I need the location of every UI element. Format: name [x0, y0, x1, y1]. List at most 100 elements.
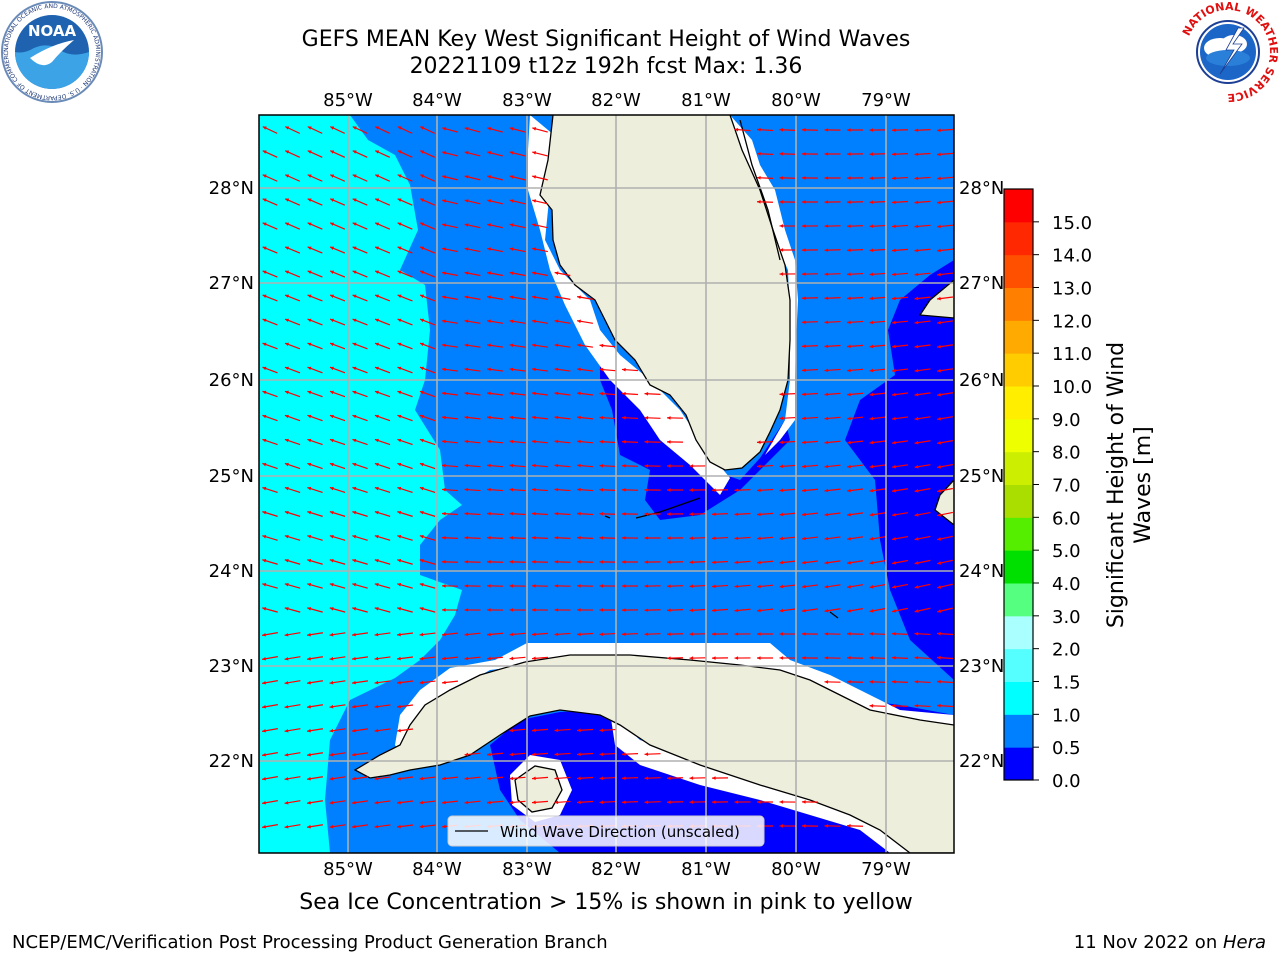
wave-arrow	[891, 368, 909, 373]
wave-arrow	[914, 224, 931, 229]
lat-label: 28°N	[209, 178, 254, 199]
wave-arrow	[486, 800, 504, 805]
wave-arrow	[329, 776, 346, 781]
wave-arrow	[374, 294, 391, 302]
wave-arrow	[284, 559, 301, 565]
wave-arrow	[869, 368, 886, 373]
wave-arrow	[374, 680, 391, 685]
colorbar-tick-label: 9.0	[1052, 410, 1081, 431]
wave-arrow	[329, 632, 346, 637]
wave-arrow	[486, 391, 504, 396]
wave-arrow	[374, 342, 391, 350]
wave-arrow	[846, 128, 864, 132]
coast-mask-florida-east	[730, 115, 798, 455]
wave-arrow	[734, 127, 751, 132]
wave-arrow	[397, 559, 413, 565]
lon-label: 83°W	[502, 859, 552, 880]
wave-arrow	[554, 415, 571, 420]
wave-arrow	[397, 486, 413, 494]
wave-arrow	[779, 560, 796, 565]
wave-arrow	[441, 680, 459, 685]
colorbar-segment	[1004, 681, 1033, 715]
wave-arrow	[914, 488, 931, 493]
lat-label: 25°N	[959, 466, 1004, 487]
lon-label: 82°W	[591, 859, 641, 880]
lat-label: 27°N	[209, 273, 254, 294]
wave-arrow	[419, 198, 436, 206]
wave-arrow	[419, 534, 436, 541]
wave-arrow	[621, 608, 639, 612]
colorbar-segment	[1004, 714, 1033, 748]
wave-arrow	[329, 150, 346, 158]
wave-arrow	[937, 559, 953, 565]
wave-arrow	[936, 703, 954, 708]
wave-arrow	[554, 584, 571, 588]
wave-arrow	[846, 392, 864, 397]
wave-arrow	[352, 366, 368, 374]
map-frame	[258, 114, 955, 854]
wave-arrow	[307, 126, 323, 134]
wave-arrow	[937, 392, 953, 397]
wave-arrow	[509, 487, 526, 492]
wave-arrow	[351, 632, 369, 637]
wave-arrow	[464, 415, 481, 420]
wave-arrow	[486, 367, 504, 372]
run-host: Hera	[1222, 932, 1266, 953]
wave-arrow	[329, 824, 346, 829]
wave-arrow	[824, 416, 841, 421]
wave-arrow	[666, 632, 684, 636]
lon-label: 80°W	[771, 90, 821, 111]
wave-arrow	[914, 272, 931, 277]
wave-arrow	[869, 704, 886, 708]
colorbar-segment	[1004, 320, 1033, 354]
wave-arrow	[329, 462, 346, 470]
wave-arrow	[262, 583, 278, 589]
wave-arrow	[509, 632, 526, 637]
wave-arrow	[486, 535, 504, 540]
wave-arrow	[869, 512, 886, 517]
wave-arrow	[666, 608, 684, 613]
wave-arrow	[396, 656, 414, 661]
wave-arrow	[329, 680, 346, 685]
lon-label: 82°W	[591, 90, 641, 111]
wave-arrow	[262, 607, 278, 613]
wave-arrow	[352, 607, 368, 613]
wave-arrow	[937, 416, 953, 421]
wave-arrow	[801, 296, 819, 300]
wave-arrow	[374, 534, 391, 541]
wave-arrow	[689, 608, 706, 613]
wave-arrow	[262, 656, 278, 661]
wave-arrow	[509, 223, 526, 229]
lon-label: 83°W	[502, 90, 552, 111]
graticule	[259, 115, 954, 853]
wave-arrow	[397, 414, 413, 422]
wave-arrow	[329, 126, 346, 134]
wave-arrow	[442, 247, 458, 253]
wave-arrow	[576, 511, 594, 516]
wave-arrow	[351, 800, 369, 805]
colorbar-segment	[1004, 615, 1033, 650]
wave-arrow	[397, 462, 413, 470]
wave-arrow	[756, 440, 774, 445]
wave-arrow	[419, 656, 436, 661]
wave-arrow	[397, 222, 413, 230]
wave-arrow	[374, 270, 391, 278]
wave-arrow	[284, 246, 301, 254]
wave-arrow	[846, 224, 864, 228]
wave-arrow	[666, 440, 684, 444]
wave-arrow	[441, 415, 459, 420]
wave-arrow	[824, 248, 841, 252]
colorbar-segment	[1004, 254, 1033, 288]
wave-arrow	[892, 559, 908, 565]
wave-arrow	[936, 320, 954, 325]
wave-arrow	[599, 343, 616, 348]
lat-label: 28°N	[959, 178, 1004, 199]
wave-arrow	[756, 560, 774, 565]
wave-arrow	[487, 175, 503, 181]
wave-arrow	[262, 390, 278, 398]
wave-arrow	[576, 632, 594, 637]
coast-mask-cuba-north	[395, 643, 954, 760]
wave-arrow	[352, 414, 368, 422]
wave-arrow	[284, 534, 301, 541]
colorbar-segment	[1004, 287, 1033, 321]
